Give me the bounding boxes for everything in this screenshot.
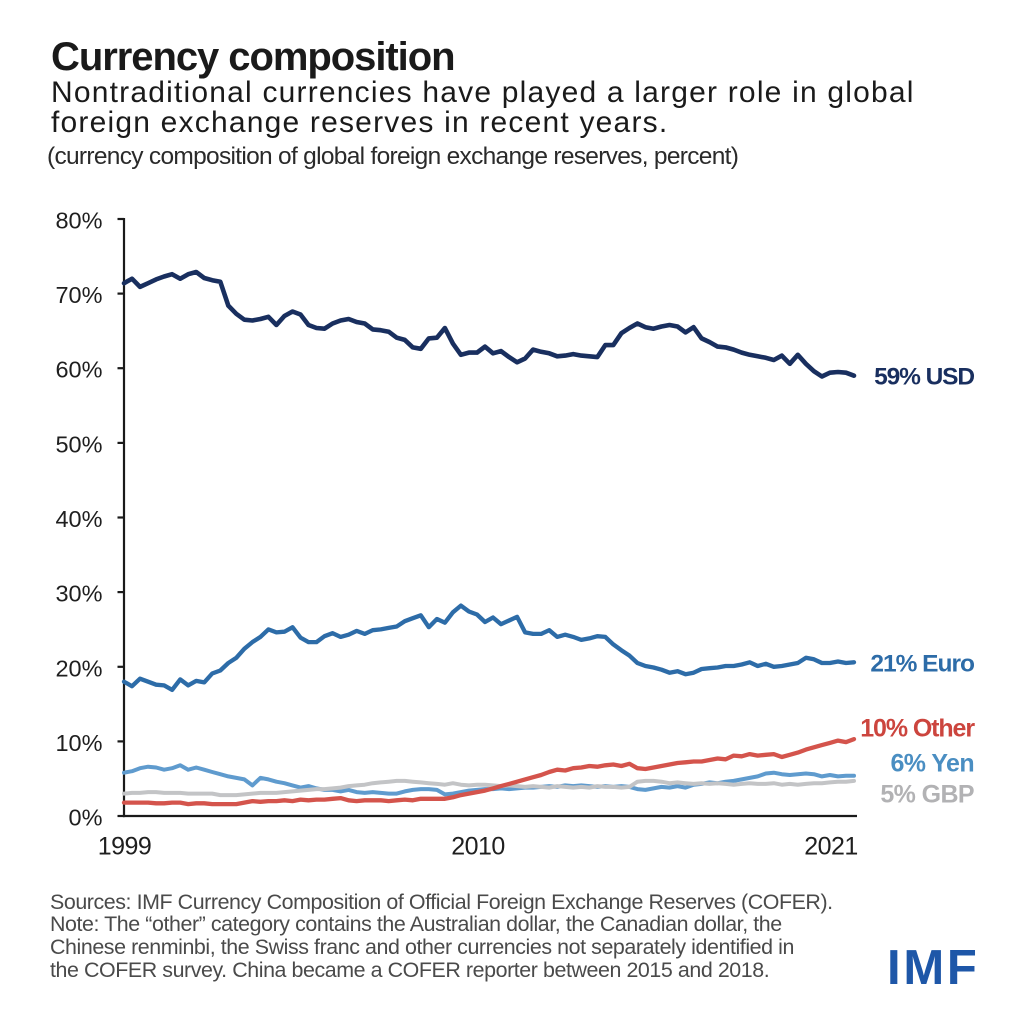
- svg-text:30%: 30%: [55, 581, 102, 607]
- svg-text:10% Other: 10% Other: [860, 715, 975, 743]
- svg-text:21% Euro: 21% Euro: [870, 651, 975, 678]
- svg-text:60%: 60%: [55, 357, 102, 383]
- svg-text:20%: 20%: [55, 655, 102, 681]
- svg-text:80%: 80%: [55, 208, 102, 234]
- svg-text:0%: 0%: [69, 805, 103, 831]
- svg-text:59% USD: 59% USD: [874, 364, 974, 391]
- svg-text:6% Yen: 6% Yen: [891, 750, 975, 778]
- svg-text:2010: 2010: [451, 833, 505, 861]
- svg-text:10%: 10%: [55, 730, 102, 756]
- svg-text:70%: 70%: [55, 282, 102, 308]
- svg-text:2021: 2021: [804, 833, 858, 861]
- svg-text:40%: 40%: [55, 506, 102, 532]
- svg-text:50%: 50%: [55, 431, 102, 457]
- svg-text:5% GBP: 5% GBP: [880, 781, 974, 809]
- svg-text:1999: 1999: [98, 833, 152, 861]
